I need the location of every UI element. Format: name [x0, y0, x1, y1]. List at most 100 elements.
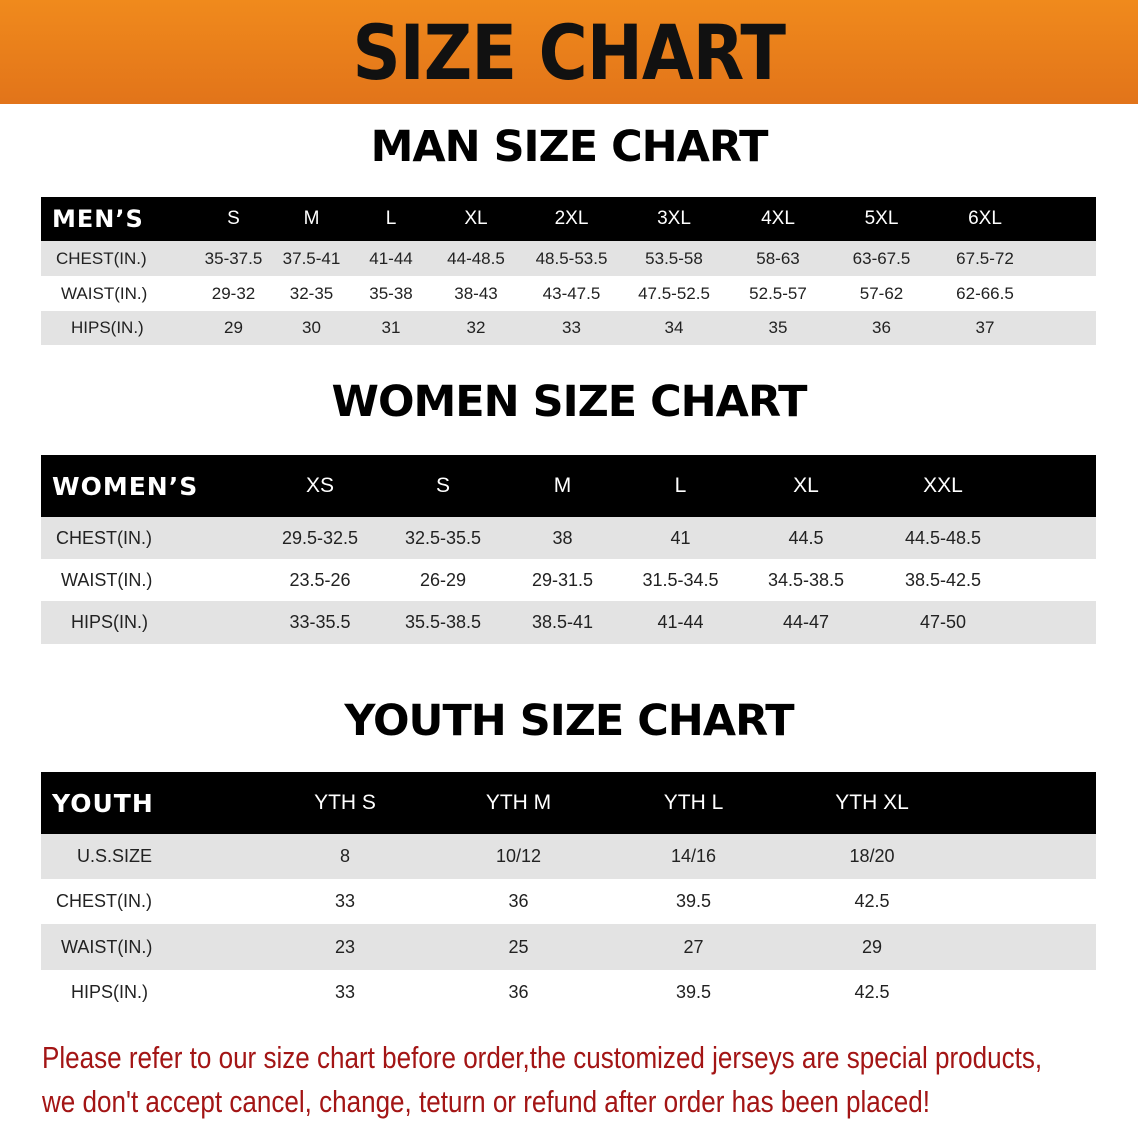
measurement-cell: 34.5-38.5: [740, 559, 872, 601]
notice-line-1: Please refer to our size chart before or…: [42, 1040, 1043, 1075]
header-label: YOUTH: [41, 772, 258, 834]
measurement-cell: 39.5: [605, 970, 782, 1015]
row-label: U.S.SIZE: [41, 834, 258, 879]
measurement-cell: 44.5-48.5: [872, 517, 1014, 559]
header-label: WOMEN’S: [41, 455, 258, 517]
size-header: XL: [740, 455, 872, 517]
measurement-cell: 35: [726, 311, 830, 345]
measurement-cell: 33: [521, 311, 622, 345]
measurement-cell: 31.5-34.5: [621, 559, 740, 601]
measurement-cell: 38-43: [431, 276, 521, 311]
measurement-cell: 38.5-41: [504, 601, 621, 644]
women-size-table: WOMEN’S XS S M L XL XXL CHEST(IN.) 29.5-32.5 32.5…: [41, 455, 1096, 644]
measurement-cell: 27: [605, 924, 782, 970]
size-header: YTH M: [432, 772, 605, 834]
row-label: CHEST(IN.): [41, 879, 258, 924]
row-label: HIPS(IN.): [41, 970, 258, 1015]
table-row: CHEST(IN.) 35-37.5 37.5-41 41-44 44-48.5 48.5…: [41, 241, 1096, 276]
table-row: U.S.SIZE 8 10/12 14/16 18/20: [41, 834, 1096, 879]
row-label: CHEST(IN.): [41, 241, 195, 276]
size-header: 2XL: [521, 197, 622, 241]
men-section-title: MAN SIZE CHART: [370, 122, 769, 172]
row-label: WAIST(IN.): [41, 924, 258, 970]
order-notice: Please refer to our size chart before or…: [42, 1036, 1043, 1124]
size-header: 3XL: [622, 197, 726, 241]
size-header: M: [272, 197, 351, 241]
size-header: M: [504, 455, 621, 517]
measurement-cell: 31: [351, 311, 431, 345]
measurement-cell: 23: [258, 924, 432, 970]
size-header: S: [195, 197, 272, 241]
size-header: 5XL: [830, 197, 933, 241]
measurement-cell: 47.5-52.5: [622, 276, 726, 311]
table-row: HIPS(IN.) 33 36 39.5 42.5: [41, 970, 1096, 1015]
measurement-cell: 52.5-57: [726, 276, 830, 311]
measurement-cell: 35-38: [351, 276, 431, 311]
measurement-cell: 39.5: [605, 879, 782, 924]
notice-line-2: we don't accept cancel, change, teturn o…: [42, 1084, 931, 1119]
size-header: 6XL: [933, 197, 1037, 241]
measurement-cell: 37.5-41: [272, 241, 351, 276]
measurement-cell: 43-47.5: [521, 276, 622, 311]
measurement-cell: 67.5-72: [933, 241, 1037, 276]
measurement-cell: 29.5-32.5: [258, 517, 382, 559]
measurement-cell: 41: [621, 517, 740, 559]
size-header: YTH S: [258, 772, 432, 834]
youth-section-title: YOUTH SIZE CHART: [344, 696, 794, 746]
youth-size-table: YOUTH YTH S YTH M YTH L YTH XL U.S.SIZE 8 10/12…: [41, 772, 1096, 1015]
table-row: CHEST(IN.) 29.5-32.5 32.5-35.5 38 41 44.5 44.5…: [41, 517, 1096, 559]
measurement-cell: 35-37.5: [195, 241, 272, 276]
measurement-cell: 44-47: [740, 601, 872, 644]
size-header: 4XL: [726, 197, 830, 241]
measurement-cell: 57-62: [830, 276, 933, 311]
measurement-cell: 32-35: [272, 276, 351, 311]
measurement-cell: 36: [830, 311, 933, 345]
table-row: CHEST(IN.) 33 36 39.5 42.5: [41, 879, 1096, 924]
table-row: WAIST(IN.) 29-32 32-35 35-38 38-43 43-47.5 47.…: [41, 276, 1096, 311]
measurement-cell: 36: [432, 879, 605, 924]
row-label: CHEST(IN.): [41, 517, 258, 559]
table-row: HIPS(IN.) 29 30 31 32 33 34 35 36 37: [41, 311, 1096, 345]
measurement-cell: 63-67.5: [830, 241, 933, 276]
measurement-cell: 34: [622, 311, 726, 345]
measurement-cell: 8: [258, 834, 432, 879]
size-header: YTH L: [605, 772, 782, 834]
measurement-cell: 37: [933, 311, 1037, 345]
measurement-cell: 33-35.5: [258, 601, 382, 644]
size-header: L: [351, 197, 431, 241]
measurement-cell: 38.5-42.5: [872, 559, 1014, 601]
measurement-cell: 62-66.5: [933, 276, 1037, 311]
measurement-cell: 29: [782, 924, 962, 970]
banner: SIZE CHART: [0, 0, 1138, 104]
table-row: WAIST(IN.) 23 25 27 29: [41, 924, 1096, 970]
measurement-cell: 58-63: [726, 241, 830, 276]
row-label: HIPS(IN.): [41, 311, 195, 345]
measurement-cell: 29-31.5: [504, 559, 621, 601]
measurement-cell: 44-48.5: [431, 241, 521, 276]
measurement-cell: 36: [432, 970, 605, 1015]
measurement-cell: 47-50: [872, 601, 1014, 644]
measurement-cell: 53.5-58: [622, 241, 726, 276]
measurement-cell: 41-44: [351, 241, 431, 276]
row-label: WAIST(IN.): [41, 276, 195, 311]
header-row: YOUTH YTH S YTH M YTH L YTH XL: [41, 772, 1096, 834]
size-header: XL: [431, 197, 521, 241]
men-size-table: MEN’S S M L XL 2XL 3XL 4XL 5XL 6XL CHEST(IN.) 35-37…: [41, 197, 1096, 345]
measurement-cell: 14/16: [605, 834, 782, 879]
measurement-cell: 32.5-35.5: [382, 517, 504, 559]
measurement-cell: 23.5-26: [258, 559, 382, 601]
measurement-cell: 32: [431, 311, 521, 345]
header-label: MEN’S: [41, 197, 195, 241]
size-header: YTH XL: [782, 772, 962, 834]
header-row: WOMEN’S XS S M L XL XXL: [41, 455, 1096, 517]
measurement-cell: 33: [258, 879, 432, 924]
size-header: S: [382, 455, 504, 517]
size-header: XS: [258, 455, 382, 517]
measurement-cell: 26-29: [382, 559, 504, 601]
measurement-cell: 42.5: [782, 970, 962, 1015]
size-header: XXL: [872, 455, 1014, 517]
measurement-cell: 33: [258, 970, 432, 1015]
women-section-title: WOMEN SIZE CHART: [331, 377, 808, 427]
measurement-cell: 29-32: [195, 276, 272, 311]
measurement-cell: 30: [272, 311, 351, 345]
